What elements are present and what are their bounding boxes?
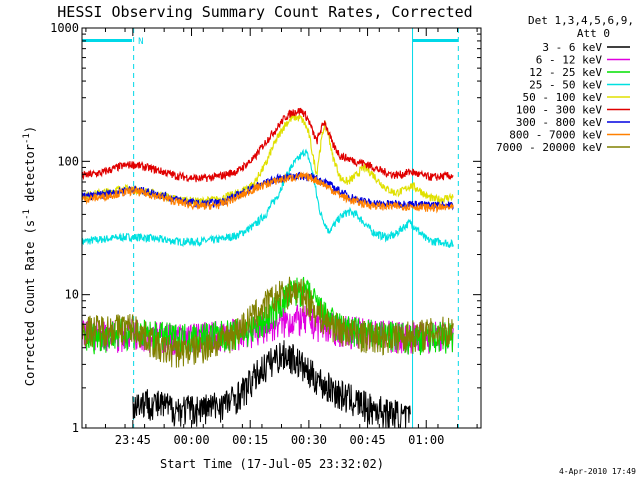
- y-tick-label: 100: [57, 154, 79, 168]
- y-axis-label: Corrected Count Rate (s-1 detector-1): [22, 126, 37, 386]
- x-tick-label: 00:00: [173, 433, 209, 447]
- series-line-800-7000-kev: [81, 171, 454, 214]
- series-layer: [81, 107, 454, 429]
- night-bar: [412, 39, 459, 42]
- legend-entry-label: 7000 - 20000 keV: [496, 141, 602, 154]
- legend-entry-label: 300 - 800 keV: [516, 116, 602, 129]
- night-bar-label: N: [138, 37, 143, 47]
- x-tick-label: 00:15: [232, 433, 268, 447]
- chart-title: HESSI Observing Summary Count Rates, Cor…: [57, 3, 472, 21]
- legend-entry-label: 3 - 6 keV: [542, 41, 602, 54]
- x-tick-label: 01:00: [408, 433, 444, 447]
- series-line-100-300-kev: [81, 107, 454, 183]
- legend-entry-label: 50 - 100 keV: [523, 91, 603, 104]
- night-bar: [82, 39, 133, 42]
- footer-date: 4-Apr-2010 17:49: [559, 467, 636, 476]
- y-tick-label: 1000: [50, 21, 79, 35]
- orbit-markers: N: [82, 28, 459, 428]
- plot-axes: 1 10 100 1000 23:45 00:00 00:15 00:30 00:45 01:00: [50, 21, 482, 447]
- x-tick-label: 00:30: [291, 433, 327, 447]
- x-tick-label: 00:45: [349, 433, 385, 447]
- y-tick-label: 10: [65, 288, 79, 302]
- legend-header-att: Att 0: [577, 27, 610, 40]
- legend-entry-label: 25 - 50 keV: [529, 79, 602, 92]
- legend-header: Det 1,3,4,5,6,9,: [528, 14, 634, 27]
- legend-entry-label: 6 - 12 keV: [536, 54, 603, 67]
- legend-entry-label: 12 - 25 keV: [529, 66, 602, 79]
- legend-entry-label: 800 - 7000 keV: [509, 129, 602, 142]
- x-tick-label: 23:45: [115, 433, 151, 447]
- plot-frame: [81, 27, 482, 429]
- legend-entry-label: 100 - 300 keV: [516, 104, 602, 117]
- y-tick-label: 1: [72, 421, 79, 435]
- x-axis-label: Start Time (17-Jul-05 23:32:02): [160, 457, 384, 471]
- series-line-3-6-kev: [132, 340, 411, 429]
- series-line-7000-20000-kev: [81, 276, 454, 368]
- series-line-25-50-kev: [81, 148, 454, 248]
